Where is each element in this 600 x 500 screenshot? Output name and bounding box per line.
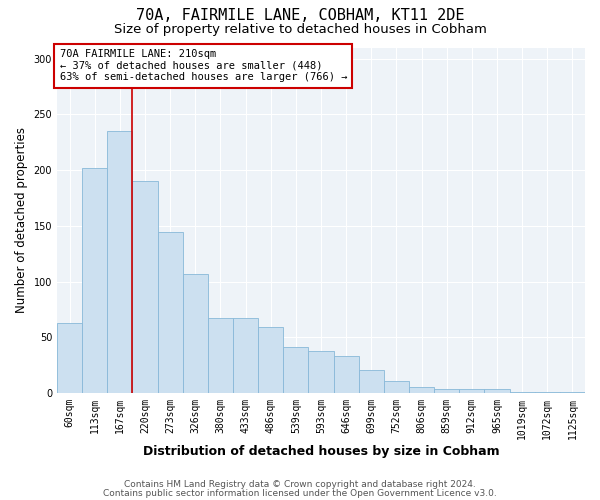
Bar [133, 181, 158, 393]
Bar [308, 350, 334, 393]
Text: Size of property relative to detached houses in Cobham: Size of property relative to detached ho… [113, 22, 487, 36]
Bar [208, 318, 233, 393]
Text: 70A FAIRMILE LANE: 210sqm
← 37% of detached houses are smaller (448)
63% of semi: 70A FAIRMILE LANE: 210sqm ← 37% of detac… [59, 49, 347, 82]
Bar [459, 388, 484, 393]
Text: Contains public sector information licensed under the Open Government Licence v3: Contains public sector information licen… [103, 488, 497, 498]
Bar [535, 392, 560, 393]
Bar [107, 131, 133, 393]
Text: 70A, FAIRMILE LANE, COBHAM, KT11 2DE: 70A, FAIRMILE LANE, COBHAM, KT11 2DE [136, 8, 464, 22]
X-axis label: Distribution of detached houses by size in Cobham: Distribution of detached houses by size … [143, 444, 499, 458]
Bar [509, 392, 535, 393]
Bar [283, 348, 308, 393]
Bar [484, 388, 509, 393]
Bar [334, 356, 359, 393]
Bar [359, 370, 384, 393]
Bar [434, 388, 459, 393]
Bar [560, 392, 585, 393]
Bar [183, 274, 208, 393]
Bar [384, 380, 409, 393]
Bar [233, 318, 258, 393]
Bar [82, 168, 107, 393]
Bar [258, 327, 283, 393]
Bar [158, 232, 183, 393]
Bar [57, 323, 82, 393]
Y-axis label: Number of detached properties: Number of detached properties [15, 127, 28, 313]
Text: Contains HM Land Registry data © Crown copyright and database right 2024.: Contains HM Land Registry data © Crown c… [124, 480, 476, 489]
Bar [409, 388, 434, 393]
